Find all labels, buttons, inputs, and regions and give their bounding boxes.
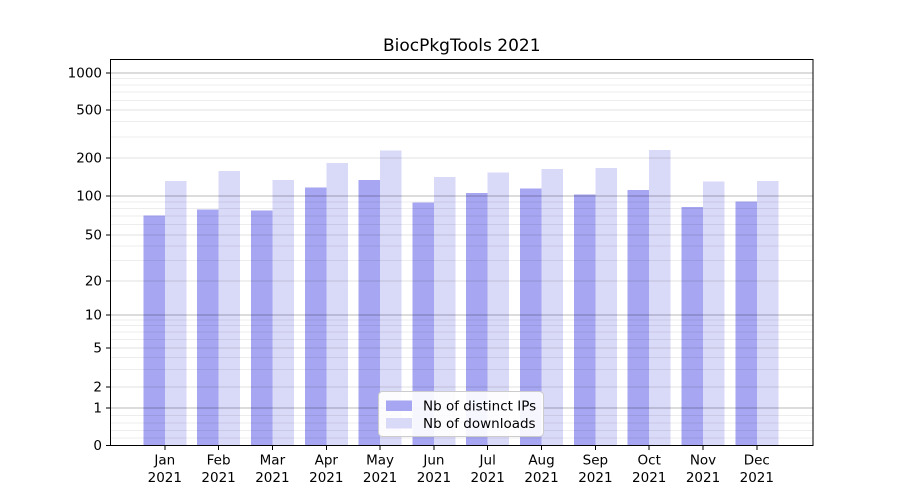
- x-tick-label-year: 2021: [417, 470, 451, 486]
- bar-downloads-mar: [272, 180, 294, 446]
- legend-box: [378, 391, 544, 437]
- x-tick-label-year: 2021: [632, 470, 666, 486]
- plot-frame: [110, 59, 814, 446]
- axis-labels-layer: 01251020501002005001000Jan2021Feb2021Mar…: [68, 66, 774, 487]
- y-tick-label: 100: [76, 189, 102, 205]
- bar-distinct-ips-mar: [250, 210, 273, 446]
- bar-downloads-jul: [487, 172, 510, 446]
- y-tick-label: 500: [76, 103, 102, 119]
- bar-distinct-ips-apr: [304, 187, 327, 446]
- bar-downloads-aug: [541, 168, 563, 446]
- legend-label-distinct-ips: Nb of distinct IPs: [423, 399, 536, 415]
- bar-downloads-dec: [756, 181, 779, 446]
- x-tick-label-month: Jan: [153, 453, 175, 469]
- legend: Nb of distinct IPs Nb of downloads: [378, 391, 544, 437]
- x-tick-label-year: 2021: [740, 470, 774, 486]
- bar-distinct-ips-dec: [735, 201, 757, 446]
- x-tick-label-month: Jun: [422, 453, 444, 469]
- y-tick-label: 1000: [68, 66, 102, 82]
- x-tick-label-month: Apr: [315, 453, 339, 469]
- bar-distinct-ips-jul: [466, 192, 488, 446]
- bar-downloads-feb: [218, 170, 241, 446]
- y-tick-label: 5: [93, 341, 102, 357]
- bar-distinct-ips-jan: [143, 215, 165, 446]
- bar-downloads-jan: [164, 181, 187, 446]
- bars-layer: [143, 150, 779, 446]
- bar-downloads-nov: [703, 181, 725, 446]
- bar-downloads-sep: [595, 167, 617, 446]
- legend-label-downloads: Nb of downloads: [423, 416, 536, 432]
- bar-distinct-ips-nov: [681, 207, 703, 446]
- legend-swatch-downloads: [386, 418, 412, 429]
- y-tick-label: 200: [76, 151, 102, 167]
- gridlines-layer: [110, 72, 813, 439]
- bar-distinct-ips-jun: [412, 202, 434, 446]
- y-tick-label: 2: [93, 380, 102, 396]
- x-tick-label-year: 2021: [309, 470, 343, 486]
- bar-distinct-ips-oct: [627, 189, 650, 446]
- x-tick-label-year: 2021: [255, 470, 289, 486]
- x-tick-label-month: Jul: [479, 453, 496, 469]
- axis-ticks-layer: [106, 72, 758, 450]
- bar-downloads-jun: [433, 176, 456, 446]
- bar-distinct-ips-aug: [520, 188, 542, 446]
- bar-downloads-apr: [326, 162, 348, 446]
- bar-distinct-ips-may: [358, 180, 381, 446]
- bar-distinct-ips-sep: [573, 194, 596, 446]
- y-tick-label: 50: [85, 228, 102, 244]
- x-tick-label-year: 2021: [686, 470, 720, 486]
- chart-title: BiocPkgTools 2021: [383, 36, 541, 56]
- x-tick-label-year: 2021: [148, 470, 182, 486]
- x-tick-label-year: 2021: [524, 470, 558, 486]
- bar-downloads-oct: [649, 150, 671, 446]
- x-tick-label-year: 2021: [578, 470, 612, 486]
- x-tick-label-year: 2021: [471, 470, 505, 486]
- x-tick-label-year: 2021: [201, 470, 235, 486]
- y-tick-label: 0: [93, 438, 102, 454]
- x-tick-label-month: Mar: [260, 453, 286, 469]
- bar-downloads-may: [380, 150, 402, 446]
- x-tick-label-month: Sep: [583, 453, 608, 469]
- x-tick-label-month: Aug: [528, 453, 554, 469]
- x-tick-label-month: Feb: [207, 453, 231, 469]
- x-tick-label-year: 2021: [363, 470, 397, 486]
- x-tick-label-month: May: [366, 453, 394, 469]
- x-tick-label-month: Nov: [690, 453, 716, 469]
- x-tick-label-month: Oct: [638, 453, 661, 469]
- y-tick-label: 1: [93, 401, 102, 417]
- bar-distinct-ips-feb: [197, 209, 219, 446]
- y-tick-label: 10: [85, 308, 102, 324]
- y-tick-label: 20: [85, 274, 102, 290]
- legend-swatch-distinct-ips: [386, 400, 412, 411]
- x-tick-label-month: Dec: [744, 453, 770, 469]
